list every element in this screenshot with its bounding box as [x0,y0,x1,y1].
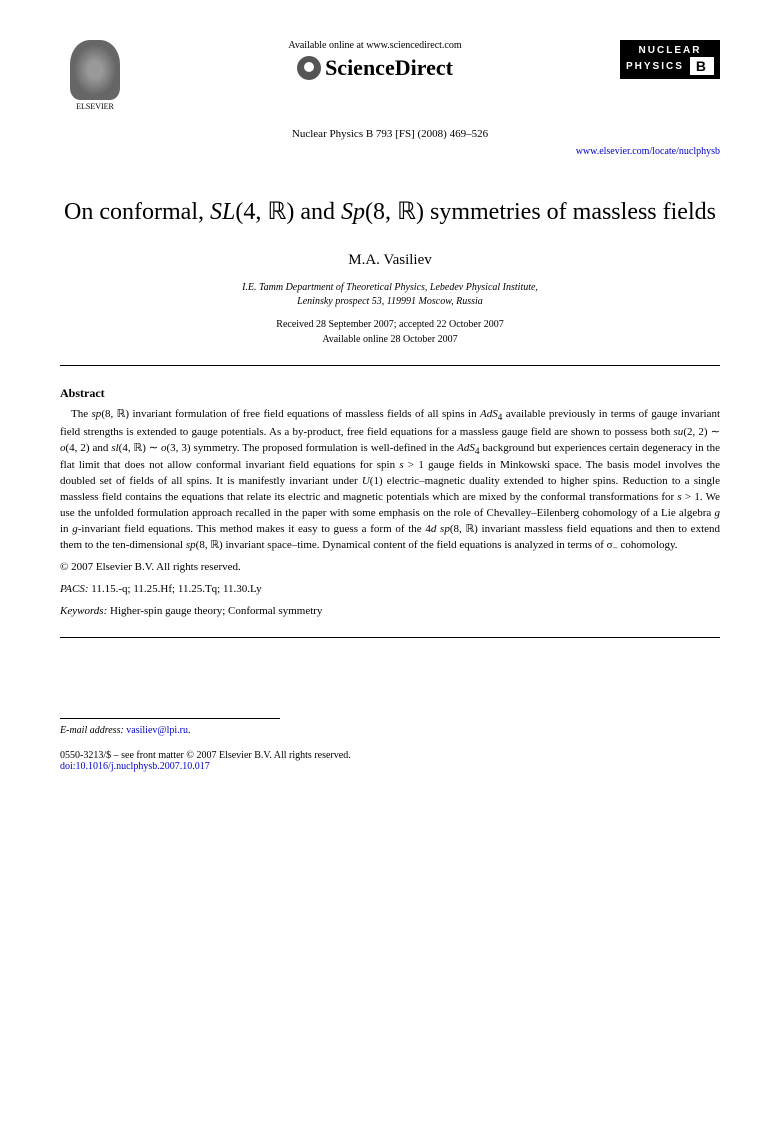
nuclear-line2: PHYSICS [626,60,684,73]
affiliation: I.E. Tamm Department of Theoretical Phys… [60,281,720,309]
abstract-copyright: © 2007 Elsevier B.V. All rights reserved… [60,561,720,573]
dates-online: Available online 28 October 2007 [60,334,720,345]
abstract-heading: Abstract [60,386,720,401]
footer-block: E-mail address: vasiliev@lpi.ru. [60,718,280,736]
elsevier-logo: ELSEVIER [60,40,130,120]
pacs-codes: 11.15.-q; 11.25.Hf; 11.25.Tq; 11.30.Ly [91,583,261,595]
email-label: E-mail address: [60,725,124,736]
abstract-body: The sp(8, ℝ) invariant formulation of fr… [60,407,720,555]
sciencedirect-block: Available online at www.sciencedirect.co… [130,40,620,81]
sciencedirect-logo: ScienceDirect [130,55,620,81]
email-line: E-mail address: vasiliev@lpi.ru. [60,725,280,736]
nuclear-b: B [690,57,714,75]
nuclear-line1: NUCLEAR [639,44,702,57]
author-name: M.A. Vasiliev [60,252,720,269]
pacs-label: PACS: [60,583,89,595]
journal-citation: Nuclear Physics B 793 [FS] (2008) 469–52… [60,128,720,140]
divider-top [60,365,720,366]
elsevier-tree-icon [70,40,120,100]
article-title: On conformal, SL(4, ℝ) and Sp(8, ℝ) symm… [60,197,720,228]
keywords-text: Higher-spin gauge theory; Conformal symm… [110,605,322,617]
front-matter: 0550-3213/$ – see front matter © 2007 El… [60,750,720,761]
journal-url-link[interactable]: www.elsevier.com/locate/nuclphysb [576,146,720,157]
doi-link[interactable]: doi:10.1016/j.nuclphysb.2007.10.017 [60,761,720,772]
keywords-line: Keywords: Higher-spin gauge theory; Conf… [60,605,720,617]
journal-url-line: www.elsevier.com/locate/nuclphysb [60,146,720,157]
elsevier-label: ELSEVIER [76,102,114,111]
nuclear-box: NUCLEAR PHYSICS B [620,40,720,79]
sciencedirect-icon [297,56,321,80]
divider-bottom [60,637,720,638]
sciencedirect-name: ScienceDirect [325,55,453,81]
pacs-line: PACS: 11.15.-q; 11.25.Hf; 11.25.Tq; 11.3… [60,583,720,595]
nuclear-physics-logo: NUCLEAR PHYSICS B [620,40,720,79]
header-row: ELSEVIER Available online at www.science… [60,40,720,120]
keywords-label: Keywords: [60,605,107,617]
email-link[interactable]: vasiliev@lpi.ru [126,725,188,736]
sd-available-text: Available online at www.sciencedirect.co… [130,40,620,51]
dates-received: Received 28 September 2007; accepted 22 … [60,319,720,330]
nuclear-row2: PHYSICS B [626,57,714,75]
